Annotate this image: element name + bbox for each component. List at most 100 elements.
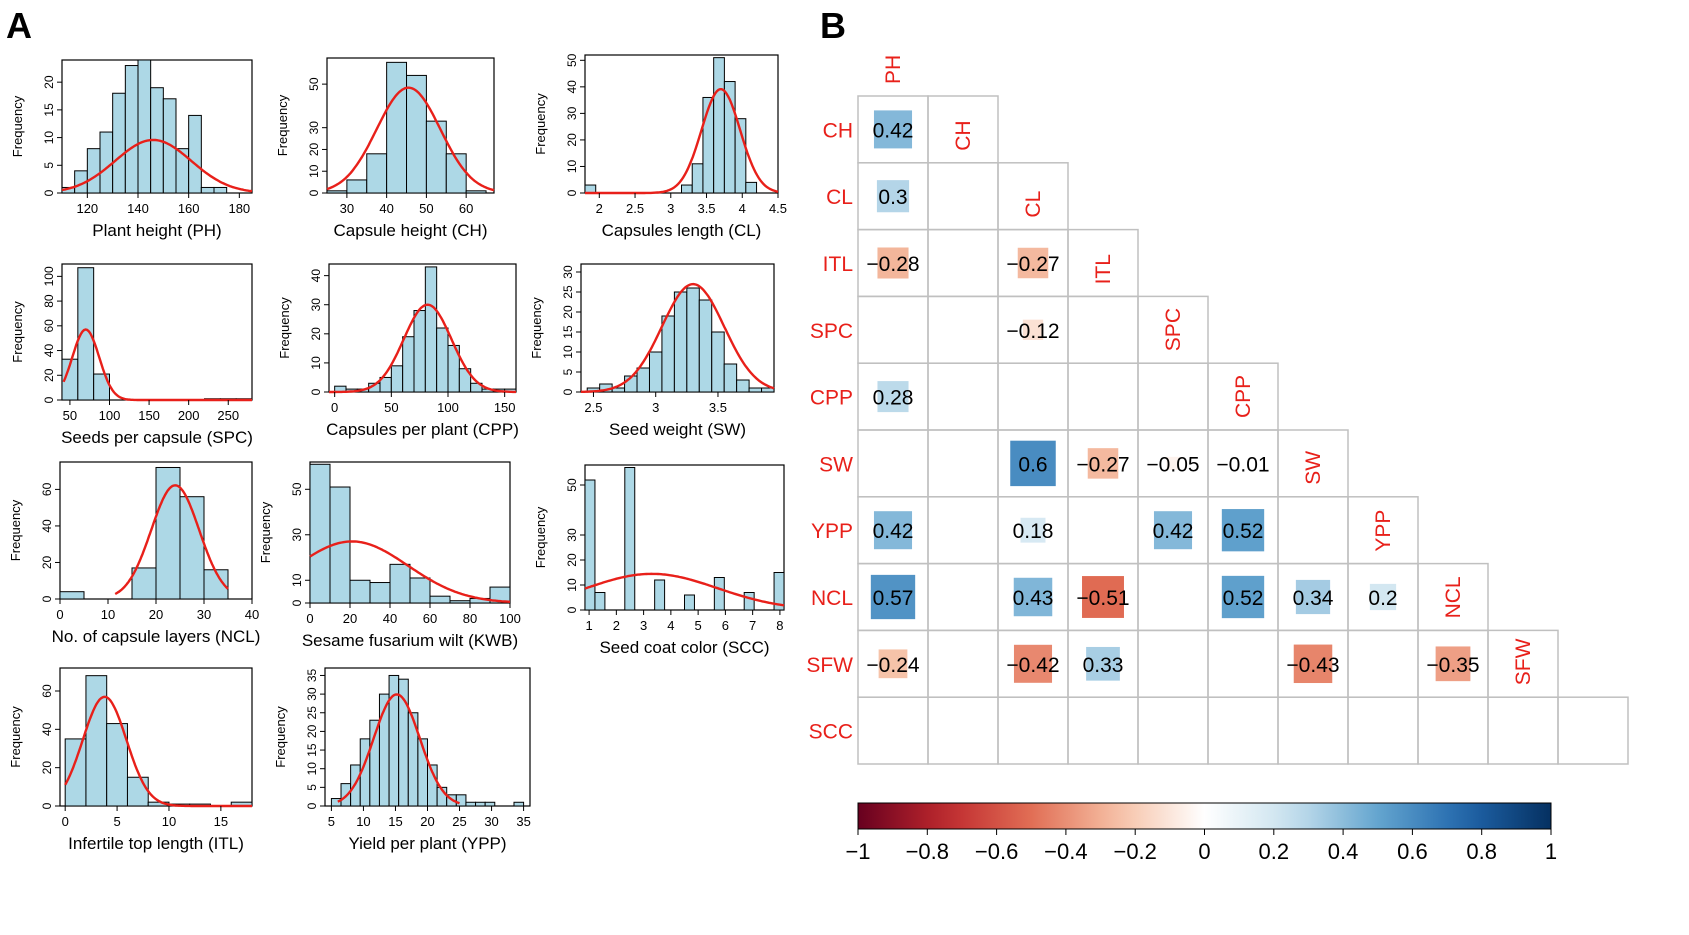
histogram-ncl: 0 10 20 30 40 0 20 40 60 No. of capsule layers (N… bbox=[8, 461, 260, 646]
corr-grid-cell bbox=[857, 696, 929, 765]
row-label-sw: SW bbox=[819, 453, 853, 476]
histogram-bar bbox=[673, 291, 688, 393]
colorbar-tick-label: 0.4 bbox=[1328, 839, 1359, 864]
histogram-cpp: 0 50 100 150 0 10 20 30 40 Capsules per plant (CP… bbox=[277, 263, 519, 439]
x-tick-label: 30 bbox=[484, 814, 498, 829]
histogram-bar bbox=[713, 577, 725, 611]
y-tick-label: 60 bbox=[42, 319, 56, 333]
corr-grid-cell bbox=[857, 429, 929, 498]
x-tick-label: 50 bbox=[384, 400, 398, 415]
x-tick-label: 80 bbox=[463, 611, 477, 626]
histogram-bar bbox=[465, 801, 477, 807]
x-tick-label: 50 bbox=[63, 408, 77, 423]
x-tick-label: 60 bbox=[459, 201, 473, 216]
col-label-ncl: NCL bbox=[1442, 576, 1465, 618]
corr-value-label: −0.12 bbox=[1006, 320, 1059, 343]
histogram-bar bbox=[584, 479, 596, 611]
corr-value-label: 0.57 bbox=[873, 587, 914, 610]
x-axis-title: Capsule height (CH) bbox=[333, 221, 487, 240]
y-tick-label: 20 bbox=[561, 305, 575, 319]
corr-grid-cell bbox=[927, 696, 999, 765]
plot-frame bbox=[584, 54, 779, 194]
y-axis-title: Frequency bbox=[273, 706, 288, 768]
y-axis-title: Frequency bbox=[277, 297, 292, 359]
corr-cell-ypp-spc bbox=[1153, 511, 1193, 550]
corr-value-label: 0.52 bbox=[1223, 587, 1264, 610]
histogram-ch: 30 40 50 60 0 10 20 30 50 Capsule height (CH) Freq… bbox=[275, 57, 495, 240]
row-label-cpp: CPP bbox=[810, 387, 853, 410]
corr-value-label: 0.42 bbox=[873, 119, 914, 142]
corr-cell-ncl-ph bbox=[870, 574, 916, 620]
colorbar-tick-label: 0 bbox=[1198, 839, 1210, 864]
y-tick-label: 60 bbox=[40, 684, 54, 698]
histogram-bar bbox=[349, 579, 371, 604]
histogram-bar bbox=[684, 594, 695, 611]
plot-frame bbox=[584, 464, 785, 611]
histogram-bar bbox=[188, 114, 202, 194]
col-label-sfw: SFW bbox=[1512, 638, 1535, 685]
x-tick-label: 3.5 bbox=[709, 400, 727, 415]
histogram-bar bbox=[112, 92, 126, 194]
histogram-bar bbox=[681, 184, 693, 194]
histogram-bar bbox=[99, 131, 114, 194]
x-tick-label: 0 bbox=[56, 607, 63, 622]
histogram-bar bbox=[734, 118, 747, 194]
corr-cell-sw-spc bbox=[1166, 456, 1180, 470]
y-tick-label: 50 bbox=[565, 478, 579, 492]
y-tick-label: 0 bbox=[305, 802, 319, 809]
y-tick-label: 20 bbox=[307, 142, 321, 156]
x-tick-label: 2 bbox=[613, 618, 620, 633]
x-tick-label: 0 bbox=[331, 400, 338, 415]
x-tick-label: 25 bbox=[452, 814, 466, 829]
x-tick-label: 6 bbox=[722, 618, 729, 633]
corr-grid-cell bbox=[1067, 496, 1139, 565]
histogram-bar bbox=[661, 315, 675, 393]
histogram-bar bbox=[409, 577, 431, 604]
y-tick-label: 30 bbox=[305, 687, 319, 701]
corr-grid-cell bbox=[1067, 295, 1139, 364]
y-tick-label: 60 bbox=[40, 482, 54, 496]
histogram-bar bbox=[691, 163, 704, 194]
histogram-bar bbox=[470, 382, 483, 393]
histogram-bar bbox=[175, 148, 190, 194]
corr-cell-sfw-cl bbox=[1013, 644, 1053, 683]
x-tick-label: 0 bbox=[306, 611, 313, 626]
y-tick-label: 0 bbox=[40, 595, 54, 602]
y-tick-label: 0 bbox=[565, 189, 579, 196]
x-tick-label: 30 bbox=[197, 607, 211, 622]
corr-value-label: 0.3 bbox=[878, 186, 907, 209]
histogram-bar bbox=[698, 299, 713, 393]
y-tick-label: 50 bbox=[565, 53, 579, 67]
corr-cell-ncl-cl bbox=[1013, 577, 1053, 617]
y-tick-label: 35 bbox=[305, 668, 319, 682]
y-tick-label: 5 bbox=[305, 784, 319, 791]
histogram-bar bbox=[475, 801, 486, 807]
corr-value-label: 0.33 bbox=[1083, 654, 1124, 677]
x-tick-label: 20 bbox=[343, 611, 357, 626]
col-label-cl: CL bbox=[1022, 191, 1045, 218]
normal-fit-curve bbox=[114, 484, 229, 596]
histogram-bar bbox=[137, 59, 152, 194]
corr-value-label: −0.27 bbox=[1076, 453, 1129, 476]
x-tick-label: 250 bbox=[217, 408, 239, 423]
x-tick-label: 4 bbox=[739, 201, 746, 216]
y-tick-label: 50 bbox=[290, 482, 304, 496]
y-tick-label: 20 bbox=[309, 327, 323, 341]
y-tick-label: 5 bbox=[42, 162, 56, 169]
y-tick-label: 0 bbox=[307, 189, 321, 196]
histogram-sw: 2.5 3 3.5 0 5 10 15 20 25 30 Seed weight (SW) Frequ… bbox=[529, 263, 775, 439]
y-tick-label: 20 bbox=[42, 368, 56, 382]
corr-value-label: 0.42 bbox=[873, 520, 914, 543]
y-tick-label: 25 bbox=[561, 285, 575, 299]
y-tick-label: 10 bbox=[565, 159, 579, 173]
x-tick-label: 100 bbox=[499, 611, 521, 626]
y-tick-label: 10 bbox=[565, 578, 579, 592]
y-tick-label: 25 bbox=[305, 706, 319, 720]
corr-value-label: 0.52 bbox=[1223, 520, 1264, 543]
x-tick-label: 0 bbox=[62, 814, 69, 829]
x-axis-title: Capsules length (CL) bbox=[602, 221, 762, 240]
corr-value-label: −0.51 bbox=[1076, 587, 1129, 610]
histogram-bar bbox=[465, 190, 487, 194]
histogram-bar bbox=[429, 595, 451, 604]
